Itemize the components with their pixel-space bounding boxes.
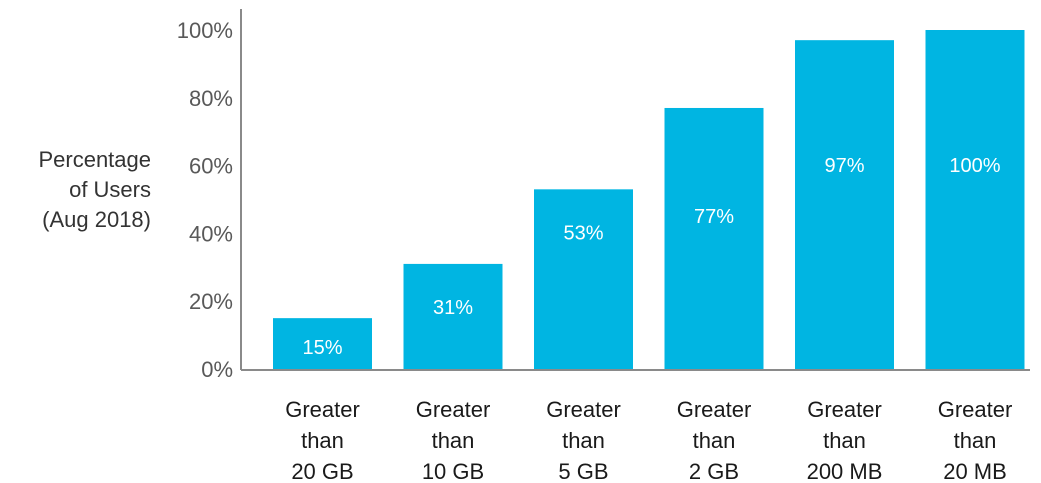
data-label: 15% xyxy=(302,337,342,359)
x-tick-label: Greater xyxy=(807,397,882,422)
x-tick-label: 2 GB xyxy=(689,459,739,483)
y-tick-label: 0% xyxy=(201,357,233,382)
x-tick-label: 20 MB xyxy=(943,459,1007,483)
y-axis-tick-labels: 0% 20% 40% 60% 80% 100% xyxy=(177,18,233,382)
y-tick-label: 100% xyxy=(177,18,233,43)
x-axis-tick-labels: Greater than 20 GB Greater than 10 GB Greater t… xyxy=(285,397,1012,483)
bar xyxy=(925,30,1025,369)
data-label: 97% xyxy=(824,155,864,177)
x-tick-label: than xyxy=(823,428,866,453)
y-axis-title: Percentage of Users (Aug 2018) xyxy=(38,147,151,232)
bar xyxy=(664,107,764,369)
data-label: 53% xyxy=(563,222,603,244)
y-tick-label: 20% xyxy=(189,289,233,314)
x-tick-label: Greater xyxy=(546,397,621,422)
x-tick-label: than xyxy=(693,428,736,453)
y-axis-title-line: Percentage xyxy=(38,147,151,172)
y-tick-label: 60% xyxy=(189,154,233,179)
bar xyxy=(534,189,633,369)
y-tick-label: 40% xyxy=(189,221,233,246)
x-tick-label: 200 MB xyxy=(807,459,883,483)
x-tick-label: than xyxy=(301,428,344,453)
x-tick-label: than xyxy=(954,428,997,453)
bar xyxy=(403,263,503,369)
bar xyxy=(273,318,372,369)
x-tick-label: Greater xyxy=(285,397,360,422)
x-tick-label: Greater xyxy=(938,397,1013,422)
x-tick-label: 20 GB xyxy=(291,459,353,483)
bar xyxy=(795,40,894,370)
y-axis-title-line: (Aug 2018) xyxy=(42,207,151,232)
x-tick-label: 10 GB xyxy=(422,459,484,483)
x-tick-label: than xyxy=(432,428,475,453)
y-axis-title-line: of Users xyxy=(69,177,151,202)
x-tick-label: Greater xyxy=(677,397,752,422)
data-label: 31% xyxy=(433,297,473,319)
data-label: 77% xyxy=(694,206,734,228)
data-labels: 15% 31% 53% 77% 97% 100% xyxy=(302,155,1000,359)
x-tick-label: 5 GB xyxy=(558,459,608,483)
y-tick-label: 80% xyxy=(189,86,233,111)
bars xyxy=(273,30,1025,370)
x-tick-label: than xyxy=(562,428,605,453)
data-label: 100% xyxy=(949,155,1000,177)
x-tick-label: Greater xyxy=(416,397,491,422)
